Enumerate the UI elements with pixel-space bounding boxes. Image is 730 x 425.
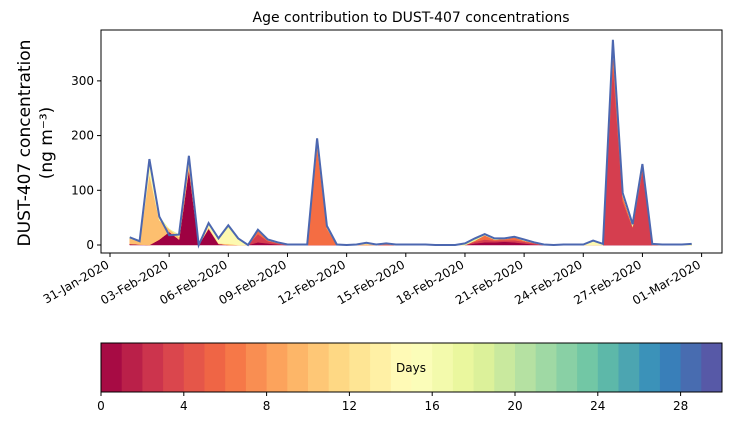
colorbar-bin: [535, 343, 557, 392]
colorbar-tick-label: 28: [673, 399, 688, 413]
total-line: [129, 39, 692, 249]
colorbar-bin: [287, 343, 309, 392]
colorbar-bin: [370, 343, 392, 392]
colorbar-tick-label: 16: [425, 399, 440, 413]
colorbar-bin: [266, 343, 288, 392]
colorbar-bin: [349, 343, 371, 392]
y-axis-label-line2: (ng m⁻³): [37, 107, 57, 180]
colorbar-bin: [556, 343, 578, 392]
y-tick-label: 0: [86, 238, 94, 252]
colorbar-bin: [142, 343, 164, 392]
colorbar-bin: [183, 343, 205, 392]
colorbar-bin: [121, 343, 143, 392]
colorbar-bin: [701, 343, 723, 392]
y-axis-label-line1: DUST-407 concentration: [15, 40, 35, 247]
colorbar-tick-label: 20: [507, 399, 522, 413]
colorbar-bin: [597, 343, 619, 392]
y-tick-label: 200: [71, 129, 94, 143]
colorbar-bin: [473, 343, 495, 392]
colorbar-bin: [163, 343, 185, 392]
colorbar-bin: [494, 343, 516, 392]
y-axis-label: DUST-407 concentration (ng m⁻³): [15, 40, 57, 247]
colorbar-tick-label: 0: [97, 399, 105, 413]
colorbar-bin: [515, 343, 537, 392]
colorbar-bin: [411, 343, 433, 392]
colorbar-bin: [639, 343, 661, 392]
colorbar-bin: [432, 343, 454, 392]
colorbar-tick-label: 8: [263, 399, 271, 413]
colorbar: 0 4 8 12 16 20 24 28: [97, 342, 723, 413]
plot-frame: [100, 29, 723, 254]
colorbar-bin: [204, 343, 226, 392]
colorbar-bin: [225, 343, 247, 392]
colorbar-bin: [390, 343, 412, 392]
chart-title: Age contribution to DUST-407 concentrati…: [253, 10, 570, 26]
colorbar-bin: [245, 343, 268, 392]
stacked-areas: [129, 39, 692, 249]
colorbar-label: Days: [396, 361, 426, 375]
colorbar-tick-label: 12: [342, 399, 357, 413]
colorbar-bin: [452, 343, 475, 392]
colorbar-bin: [680, 343, 702, 392]
colorbar-bin: [577, 343, 599, 392]
colorbar-bin: [101, 343, 123, 392]
colorbar-tick-label: 4: [180, 399, 188, 413]
y-tick-label: 300: [71, 74, 94, 88]
colorbar-bin: [659, 343, 682, 392]
colorbar-bin: [328, 343, 350, 392]
colorbar-tick-label: 24: [590, 399, 605, 413]
colorbar-bin: [308, 343, 330, 392]
y-tick-label: 100: [71, 183, 94, 197]
colorbar-frame: [100, 342, 723, 393]
colorbar-bin: [618, 343, 640, 392]
